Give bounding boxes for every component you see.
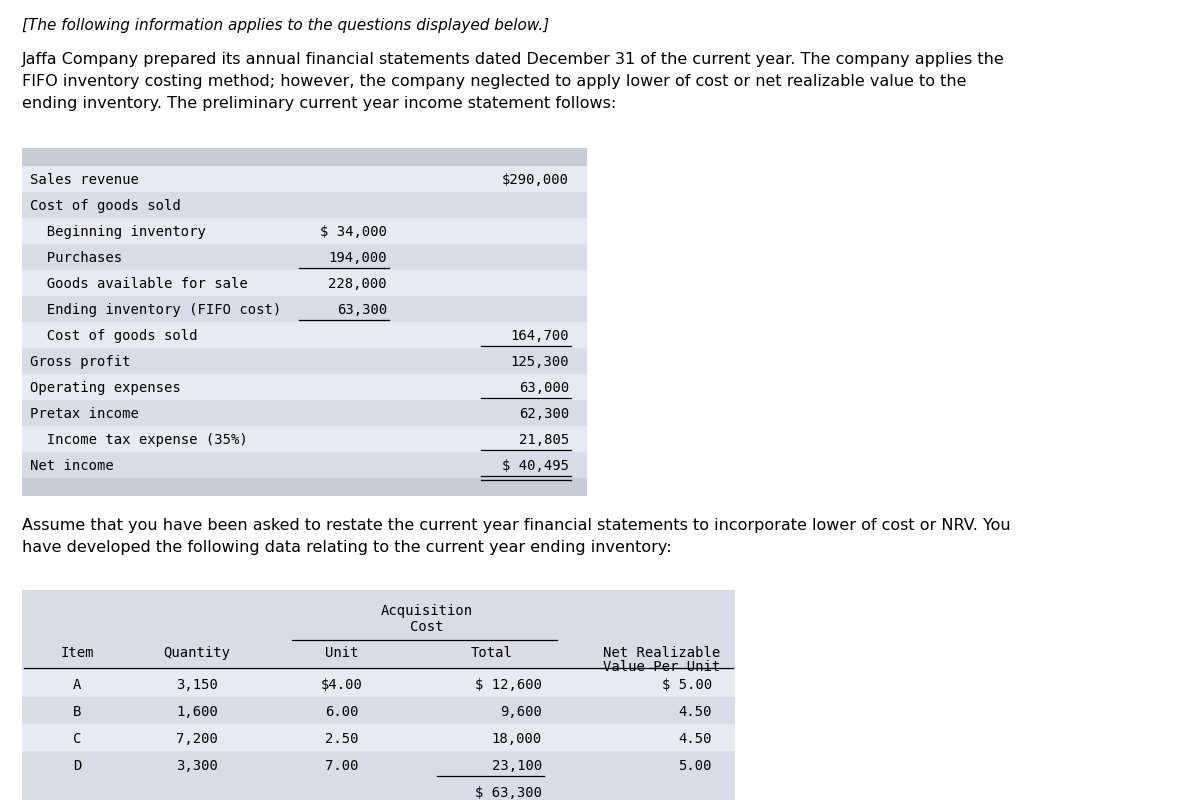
Text: Ending inventory (FIFO cost): Ending inventory (FIFO cost) (30, 303, 281, 318)
Text: Goods available for sale: Goods available for sale (30, 278, 247, 291)
Text: Pretax income: Pretax income (30, 407, 139, 422)
Bar (22, 296, 587, 322)
Text: 23,100: 23,100 (492, 759, 542, 773)
Bar (22, 348, 587, 374)
Text: D: D (73, 759, 82, 773)
Text: have developed the following data relating to the current year ending inventory:: have developed the following data relati… (22, 540, 672, 555)
Text: Purchases: Purchases (30, 251, 122, 266)
Text: Acquisition: Acquisition (380, 604, 473, 618)
Bar (22, 724, 734, 751)
Text: FIFO inventory costing method; however, the company neglected to apply lower of : FIFO inventory costing method; however, … (22, 74, 966, 89)
Text: 125,300: 125,300 (510, 355, 569, 370)
Text: 6.00: 6.00 (325, 705, 359, 719)
Bar (22, 590, 734, 670)
Text: $ 63,300: $ 63,300 (475, 786, 542, 800)
Bar (22, 697, 734, 724)
Text: 7.00: 7.00 (325, 759, 359, 773)
Text: [The following information applies to the questions displayed below.]: [The following information applies to th… (22, 18, 550, 33)
Bar (22, 166, 587, 192)
Text: Net income: Net income (30, 459, 114, 474)
Text: 5.00: 5.00 (678, 759, 712, 773)
Text: 164,700: 164,700 (510, 330, 569, 343)
Bar (22, 751, 734, 778)
Bar (22, 192, 587, 218)
Bar (22, 478, 587, 496)
Text: Sales revenue: Sales revenue (30, 174, 139, 187)
Text: Income tax expense (35%): Income tax expense (35%) (30, 434, 247, 447)
Text: Value Per Unit: Value Per Unit (604, 660, 721, 674)
Bar (22, 218, 587, 244)
Text: Total: Total (472, 646, 512, 660)
Text: Beginning inventory: Beginning inventory (30, 226, 206, 239)
Text: Cost of goods sold: Cost of goods sold (30, 330, 198, 343)
Bar (22, 270, 587, 296)
Text: 62,300: 62,300 (518, 407, 569, 422)
Text: Jaffa Company prepared its annual financial statements dated December 31 of the : Jaffa Company prepared its annual financ… (22, 52, 1004, 67)
Bar (22, 322, 587, 348)
Text: Unit: Unit (325, 646, 359, 660)
Text: Net Realizable: Net Realizable (604, 646, 721, 660)
Text: 194,000: 194,000 (329, 251, 386, 266)
Text: 4.50: 4.50 (678, 732, 712, 746)
Bar (22, 778, 734, 800)
Text: $290,000: $290,000 (502, 174, 569, 187)
Text: 7,200: 7,200 (176, 732, 218, 746)
Text: ending inventory. The preliminary current year income statement follows:: ending inventory. The preliminary curren… (22, 96, 617, 111)
Bar (22, 244, 587, 270)
Text: 2.50: 2.50 (325, 732, 359, 746)
Text: B: B (73, 705, 82, 719)
Bar (22, 148, 587, 166)
Text: Item: Item (60, 646, 94, 660)
Text: Operating expenses: Operating expenses (30, 382, 181, 395)
Bar (22, 426, 587, 452)
Text: $ 34,000: $ 34,000 (320, 226, 386, 239)
Text: A: A (73, 678, 82, 692)
Bar (22, 400, 587, 426)
Text: Assume that you have been asked to restate the current year financial statements: Assume that you have been asked to resta… (22, 518, 1010, 533)
Text: 18,000: 18,000 (492, 732, 542, 746)
Text: Gross profit: Gross profit (30, 355, 131, 370)
Text: Quantity: Quantity (163, 646, 230, 660)
Text: 4.50: 4.50 (678, 705, 712, 719)
Text: 9,600: 9,600 (500, 705, 542, 719)
Text: $ 12,600: $ 12,600 (475, 678, 542, 692)
Text: $4.00: $4.00 (322, 678, 362, 692)
Text: $ 40,495: $ 40,495 (502, 459, 569, 474)
Text: 3,150: 3,150 (176, 678, 218, 692)
Bar (22, 452, 587, 478)
Text: Cost of goods sold: Cost of goods sold (30, 199, 181, 214)
Text: 21,805: 21,805 (518, 434, 569, 447)
Text: 3,300: 3,300 (176, 759, 218, 773)
Text: $ 5.00: $ 5.00 (661, 678, 712, 692)
Bar (22, 670, 734, 697)
Text: C: C (73, 732, 82, 746)
Bar (22, 374, 587, 400)
Text: 228,000: 228,000 (329, 278, 386, 291)
Text: 1,600: 1,600 (176, 705, 218, 719)
Text: 63,000: 63,000 (518, 382, 569, 395)
Text: 63,300: 63,300 (337, 303, 386, 318)
Text: Cost: Cost (410, 620, 444, 634)
